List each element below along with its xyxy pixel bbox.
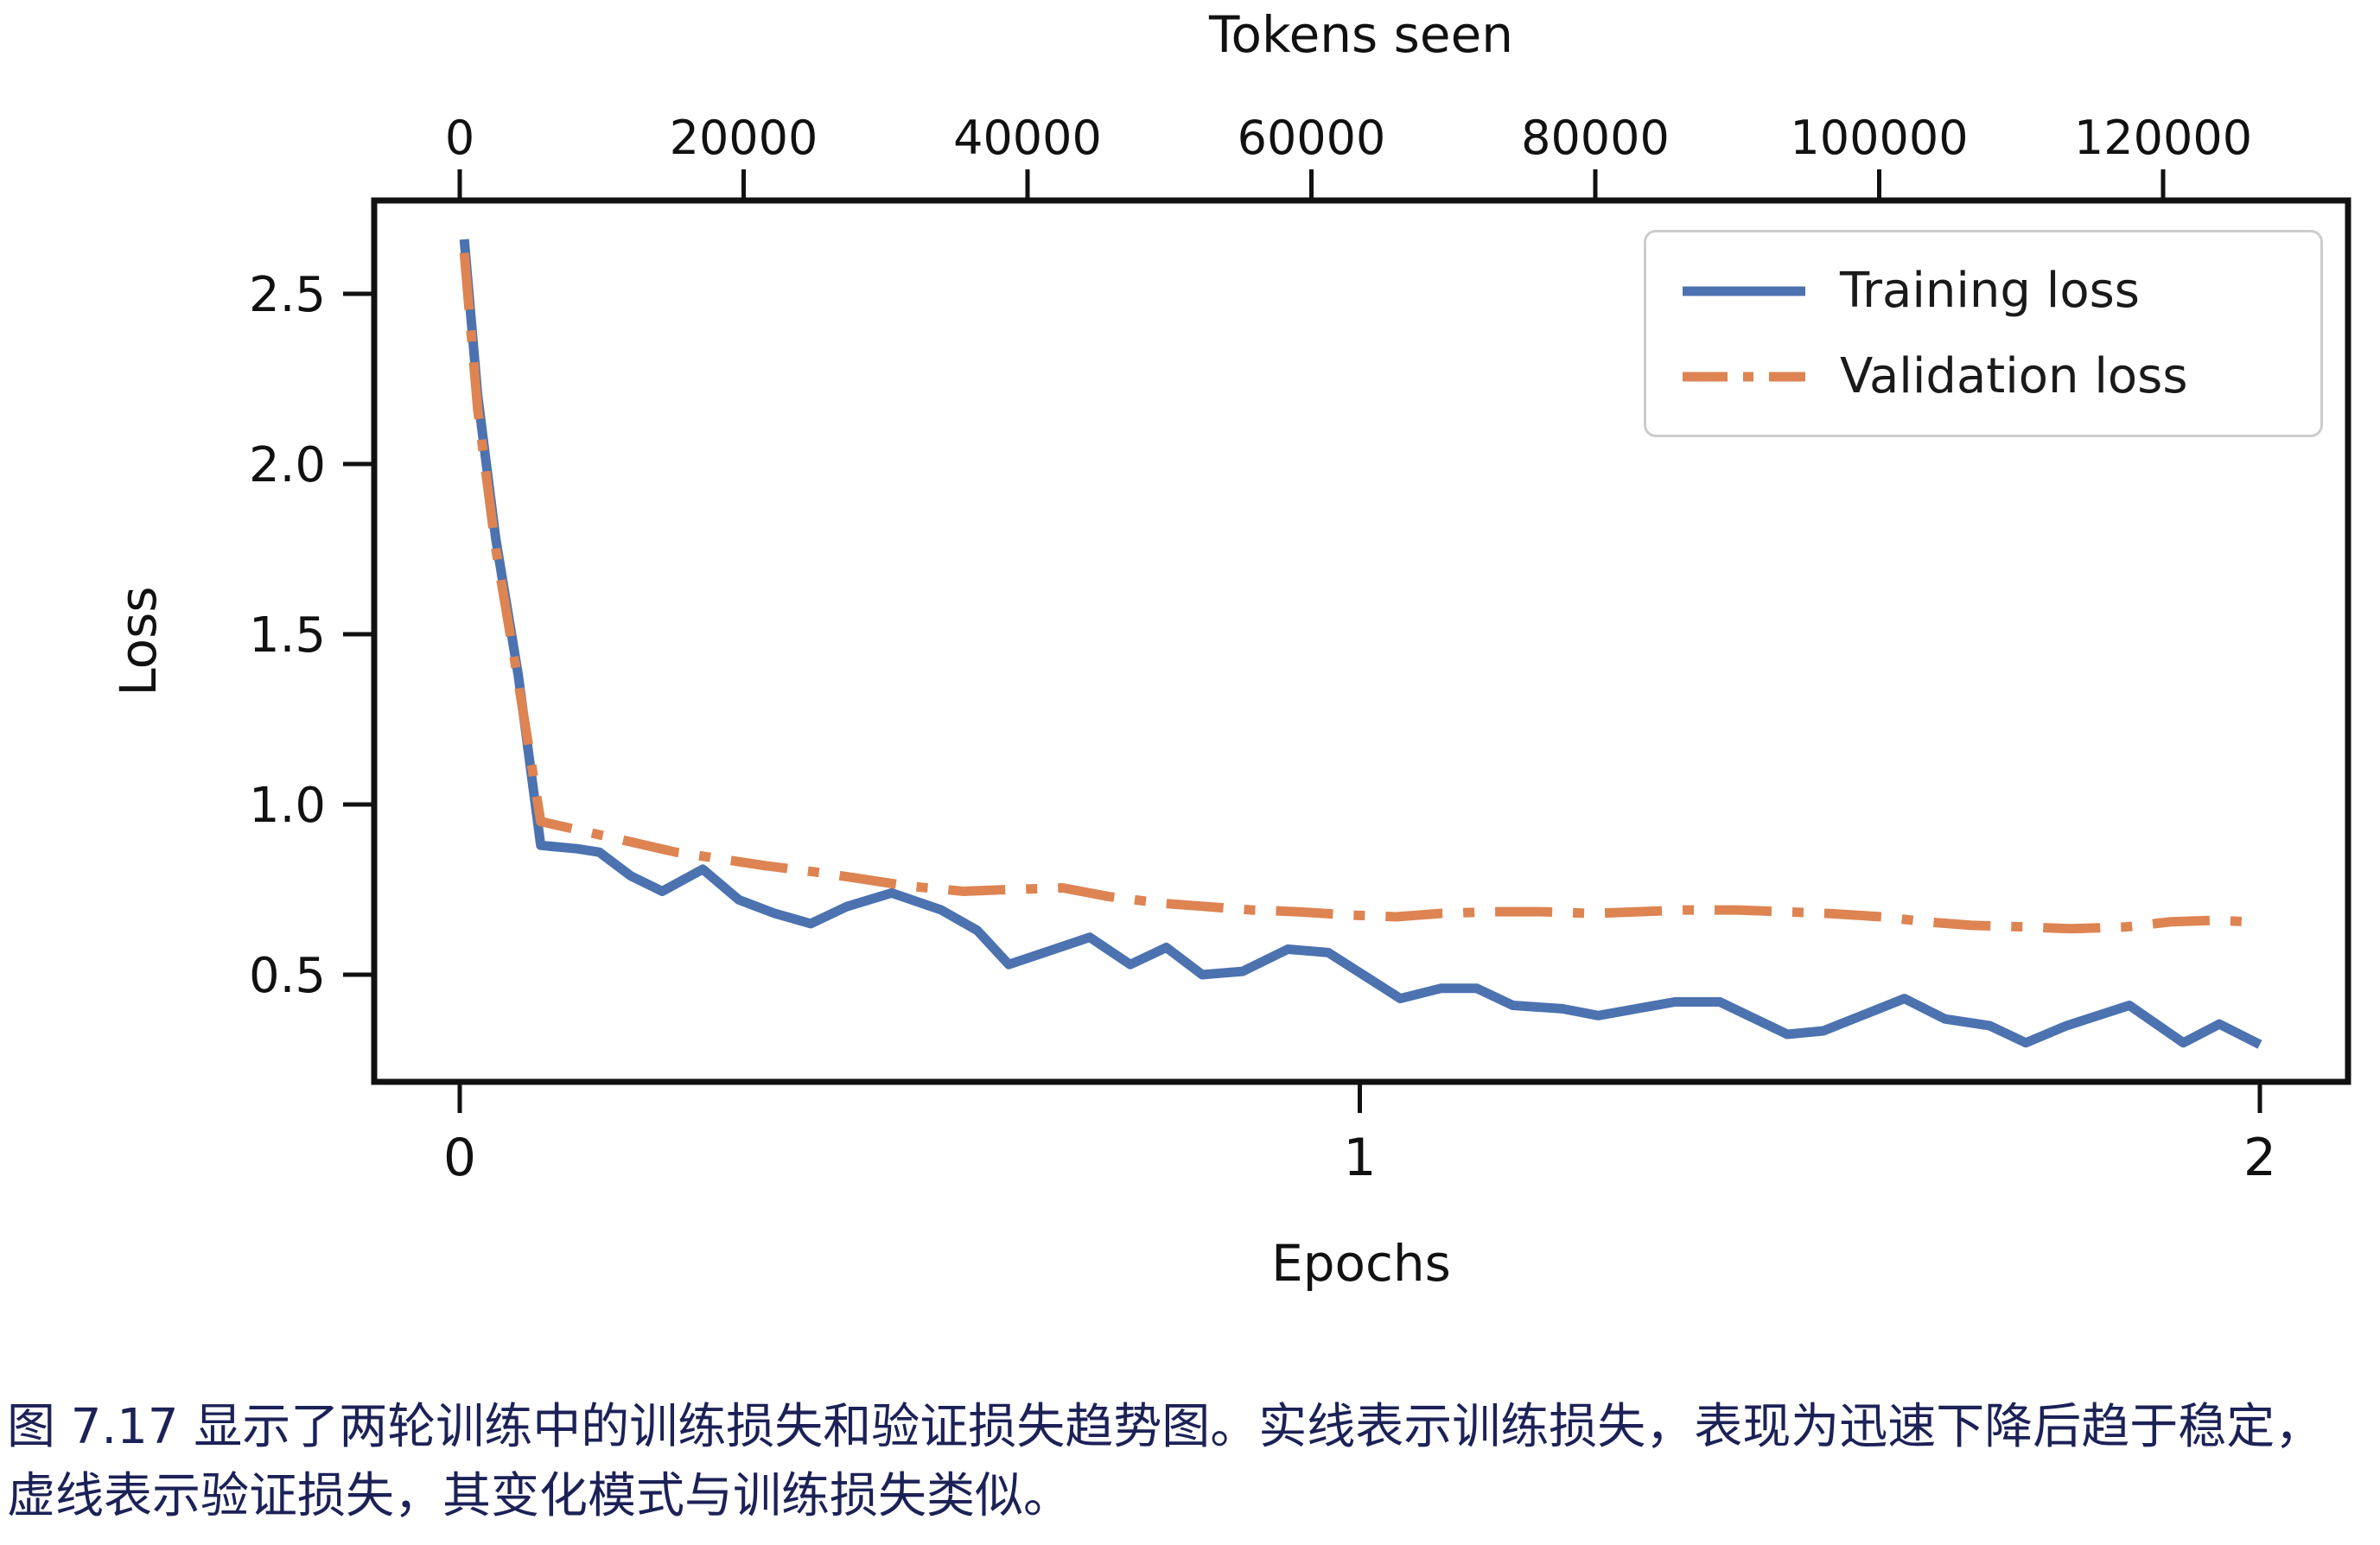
- figure-caption: 图 7.17 显示了两轮训练中的训练损失和验证损失趋势图。实线表示训练损失，表现…: [7, 1393, 2378, 1531]
- top-axis-title: Tokens seen: [1208, 5, 1514, 64]
- caption-line-1: 图 7.17 显示了两轮训练中的训练损失和验证损失趋势图。实线表示训练损失，表现…: [7, 1399, 2324, 1455]
- y-axis-tick-label: 1.0: [249, 778, 326, 834]
- y-axis-tick-label: 2.0: [249, 437, 326, 493]
- training-line-sample: [1683, 286, 1805, 296]
- top-axis-tick-label: 0: [445, 111, 474, 165]
- y-axis-tick-label: 2.5: [249, 267, 326, 323]
- training-loss-line: [459, 238, 2262, 1049]
- top-axis-tick-label: 20000: [670, 111, 818, 165]
- x-axis-tick-label: 2: [2243, 1128, 2276, 1188]
- validation-line-sample: [1683, 372, 1805, 381]
- legend-label-training: Training loss: [1840, 263, 2140, 319]
- x-axis-title: Epochs: [1271, 1234, 1451, 1293]
- top-axis-tick-label: 40000: [953, 111, 1102, 165]
- x-axis-tick-label: 0: [443, 1128, 476, 1188]
- legend-label-validation: Validation loss: [1840, 348, 2188, 404]
- top-axis-tick-label: 100000: [1790, 111, 1968, 165]
- top-axis-tick-label: 80000: [1521, 111, 1670, 165]
- y-axis-tick-label: 0.5: [249, 948, 326, 1004]
- top-axis-tick-label: 120000: [2074, 111, 2252, 165]
- legend-entry-training: Training loss: [1679, 263, 2288, 319]
- axis-frame: [371, 197, 2351, 1085]
- legend: Training loss Validation loss: [1644, 230, 2323, 437]
- y-axis-tick-label: 1.5: [249, 607, 326, 664]
- top-axis-tick-label: 60000: [1238, 111, 1386, 165]
- plot-area: 0 20000 40000 60000 80000 100000 120000 0 1 2 2.5 2…: [249, 111, 2351, 1188]
- y-axis-title: Loss: [109, 586, 168, 696]
- legend-entry-validation: Validation loss: [1679, 348, 2288, 404]
- caption-line-2: 虚线表示验证损失，其变化模式与训练损失类似。: [7, 1468, 1072, 1524]
- validation-loss-line: [459, 252, 2251, 934]
- x-axis-tick-label: 1: [1343, 1128, 1376, 1188]
